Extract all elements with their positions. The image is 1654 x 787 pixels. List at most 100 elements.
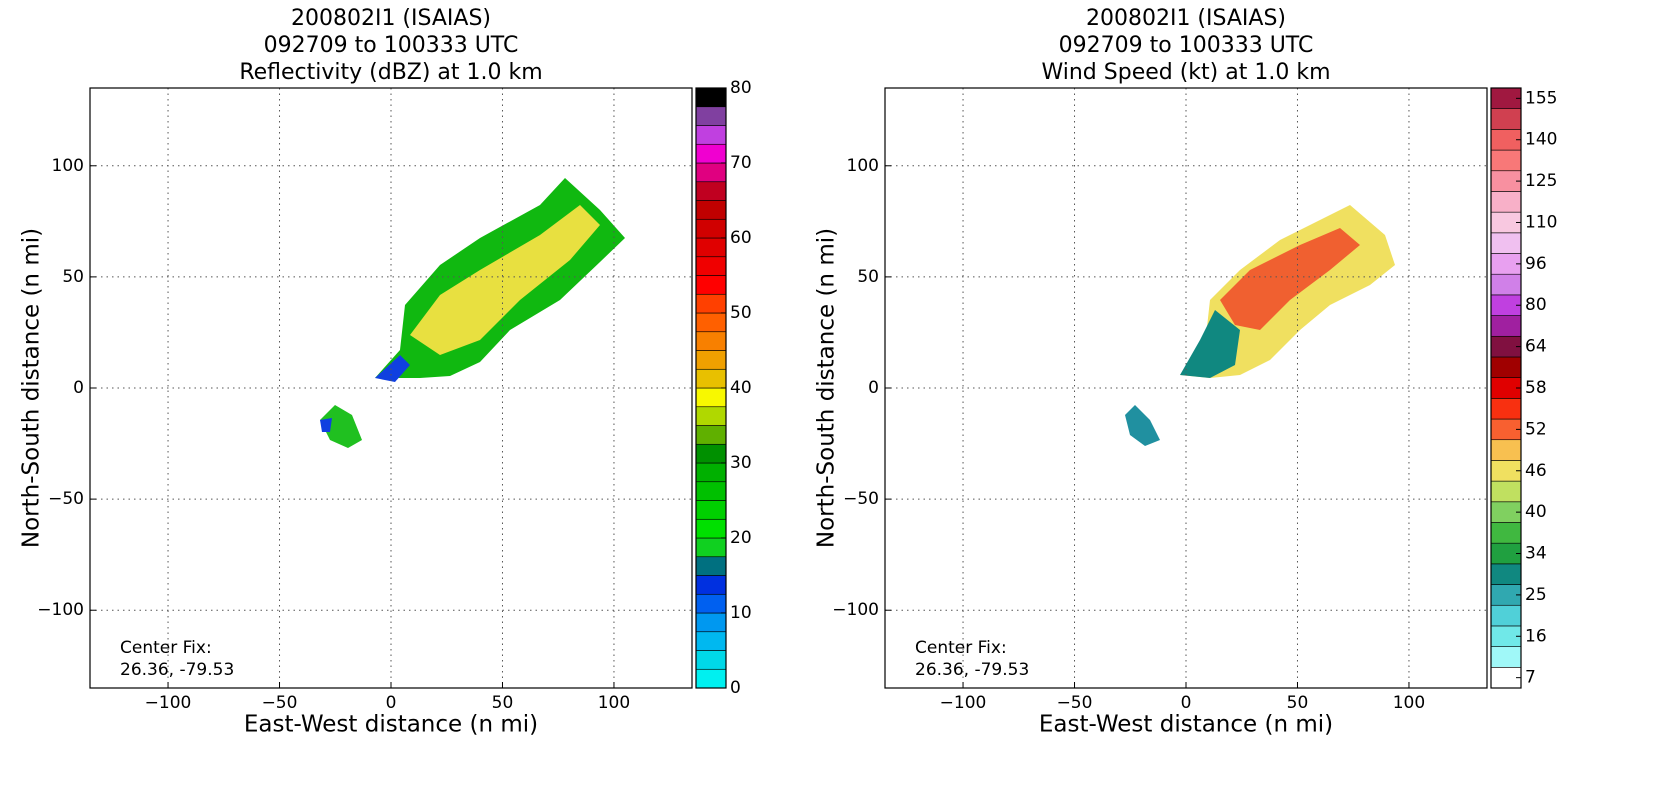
x-tick-label: 0: [386, 693, 397, 713]
annotation: 26.36, -79.53: [915, 660, 1029, 680]
colorbar-swatch: [695, 406, 727, 426]
chart-title: Reflectivity (dBZ) at 1.0 km: [239, 60, 542, 85]
colorbar-tick-label: 16: [1525, 626, 1547, 646]
colorbar-swatch: [1490, 315, 1522, 337]
y-tick-label: −50: [843, 489, 879, 509]
colorbar-swatch: [695, 518, 727, 539]
y-tick-label: 0: [868, 378, 879, 398]
y-tick-label: −100: [37, 600, 84, 620]
colorbar-swatch: [695, 200, 727, 220]
colorbar-swatch: [1490, 356, 1522, 378]
colorbar-tick-label: 30: [730, 453, 752, 473]
colorbar-swatch: [695, 312, 727, 333]
annotation: Center Fix:: [915, 638, 1007, 658]
colorbar-tick-label: 140: [1525, 130, 1557, 150]
colorbar-swatch: [1490, 108, 1522, 130]
y-tick-label: 50: [857, 267, 879, 287]
chart-title: 092709 to 100333 UTC: [1059, 33, 1314, 58]
colorbar-tick-label: 52: [1525, 419, 1547, 439]
colorbar-swatch: [1490, 191, 1522, 213]
colorbar-swatch: [695, 575, 727, 595]
colorbar-swatch: [695, 387, 727, 408]
x-tick-label: 50: [1287, 693, 1309, 713]
chart-title: 200802I1 (ISAIAS): [291, 6, 491, 31]
chart-title: 092709 to 100333 UTC: [264, 33, 519, 58]
colorbar-swatch: [695, 668, 727, 689]
x-tick-label: 100: [598, 693, 630, 713]
colorbar-swatch: [1490, 563, 1522, 585]
colorbar-tick-label: 46: [1525, 461, 1547, 481]
echo-left: [320, 178, 625, 448]
colorbar-tick-label: 64: [1525, 337, 1547, 357]
colorbar-tick-label: 20: [730, 528, 752, 548]
colorbar-tick-label: 0: [730, 678, 741, 698]
colorbar-swatch: [695, 425, 727, 445]
colorbar-swatch: [1490, 604, 1522, 627]
x-tick-label: −100: [145, 693, 192, 713]
colorbar-swatch: [695, 181, 727, 201]
colorbar-tick-label: 110: [1525, 212, 1557, 232]
colorbar-swatch: [695, 481, 727, 501]
colorbar-swatch: [695, 125, 727, 145]
colorbar-tick-label: 125: [1525, 171, 1557, 191]
colorbar-swatch: [695, 331, 727, 351]
x-tick-label: 100: [1393, 693, 1425, 713]
x-tick-label: −50: [1057, 693, 1093, 713]
y-tick-label: 100: [847, 156, 879, 176]
colorbar-tick-label: 58: [1525, 378, 1547, 398]
colorbar-swatch: [695, 106, 727, 126]
colorbar-swatch: [695, 650, 727, 670]
colorbar-tick-label: 70: [730, 153, 752, 173]
y-axis-label: North-South distance (n mi): [814, 228, 840, 548]
chart-title: Wind Speed (kt) at 1.0 km: [1041, 60, 1330, 85]
colorbar-swatch: [695, 593, 727, 614]
colorbar-swatch: [1490, 232, 1522, 254]
colorbar-tick-label: 80: [1525, 295, 1547, 315]
colorbar-tick-label: 96: [1525, 254, 1547, 274]
y-tick-label: −100: [832, 600, 879, 620]
colorbar-swatch: [1490, 149, 1522, 172]
colorbar-tick-label: 60: [730, 228, 752, 248]
echo-right: [1125, 205, 1395, 446]
colorbar-swatch: [695, 631, 727, 651]
x-tick-label: 0: [1181, 693, 1192, 713]
annotation: Center Fix:: [120, 638, 212, 658]
plot-frame: [89, 87, 693, 689]
colorbar-swatch: [695, 500, 727, 520]
colorbar-tick-label: 40: [1525, 502, 1547, 522]
colorbar-tick-label: 34: [1525, 544, 1547, 564]
y-axis-label: North-South distance (n mi): [19, 228, 45, 548]
colorbar-swatch: [695, 443, 727, 464]
x-tick-label: 50: [492, 693, 514, 713]
colorbar-swatch: [1490, 646, 1522, 668]
y-tick-label: 100: [52, 156, 84, 176]
x-axis-label: East-West distance (n mi): [244, 712, 538, 738]
annotation: 26.36, -79.53: [120, 660, 234, 680]
colorbar-tick-label: 25: [1525, 585, 1547, 605]
colorbar-tick-label: 10: [730, 603, 752, 623]
colorbar-swatch: [1490, 522, 1522, 544]
colorbar-tick-label: 7: [1525, 668, 1536, 688]
colorbar-tick-label: 80: [730, 78, 752, 98]
colorbar-swatch: [695, 275, 727, 295]
x-tick-label: −100: [940, 693, 987, 713]
plot-frame: [884, 87, 1488, 689]
colorbar-swatch: [695, 237, 727, 258]
x-tick-label: −50: [262, 693, 298, 713]
x-axis-label: East-West distance (n mi): [1039, 712, 1333, 738]
y-tick-label: 0: [73, 378, 84, 398]
colorbar-swatch: [695, 143, 727, 164]
colorbar-swatch: [695, 218, 727, 239]
colorbar-tick-label: 50: [730, 303, 752, 323]
colorbar-swatch: [695, 368, 727, 389]
colorbar-tick-label: 155: [1525, 88, 1557, 108]
colorbar-swatch: [695, 293, 727, 314]
colorbar-swatch: [695, 537, 727, 558]
colorbar-swatch: [695, 162, 727, 183]
colorbar-swatch: [1490, 273, 1522, 296]
colorbar-swatch: [1490, 398, 1522, 420]
colorbar-swatch: [695, 256, 727, 276]
chart-title: 200802I1 (ISAIAS): [1086, 6, 1286, 31]
colorbar-swatch: [695, 612, 727, 633]
